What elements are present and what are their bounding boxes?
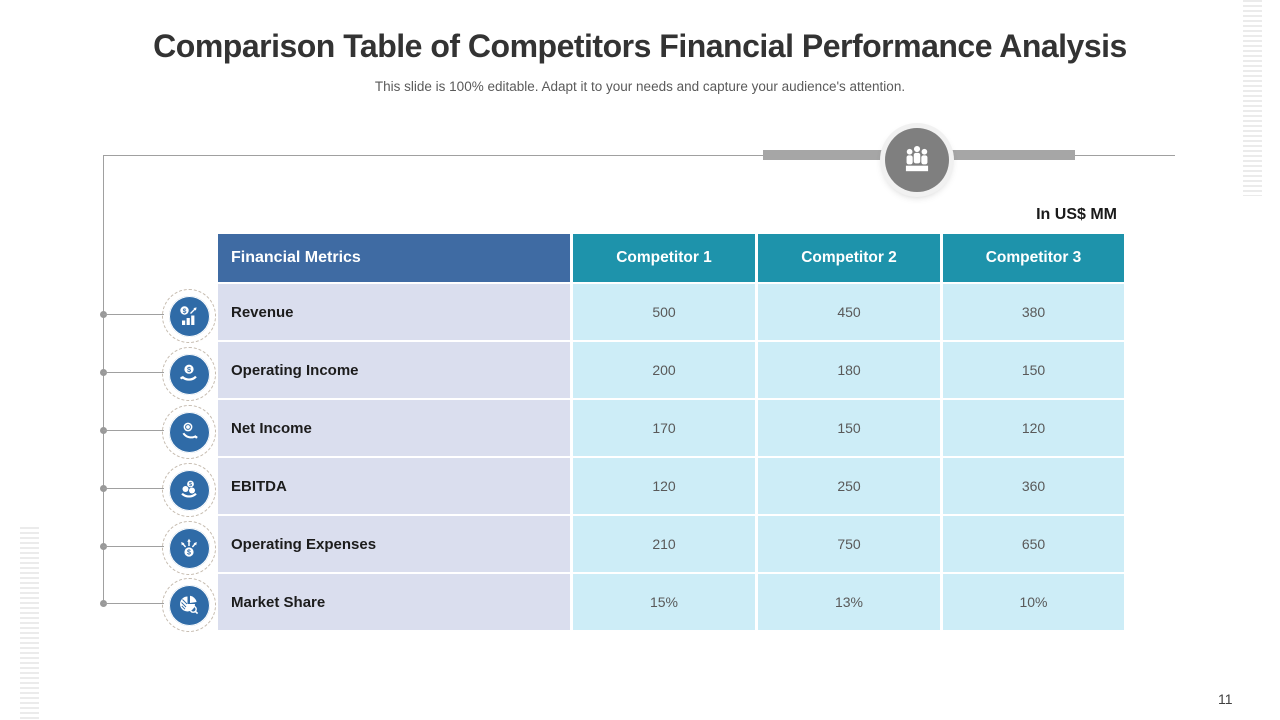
cell-value: 170: [573, 400, 755, 456]
cell-value: 210: [573, 516, 755, 572]
row-label-operating-expenses: Operating Expenses: [218, 516, 570, 572]
header-financial-metrics: Financial Metrics: [218, 234, 570, 282]
header-competitor-2: Competitor 2: [758, 234, 940, 282]
vertical-rail-line: [103, 155, 104, 604]
cell-value: 750: [758, 516, 940, 572]
cell-value: 500: [573, 284, 755, 340]
cell-value: 120: [573, 458, 755, 514]
page-number: 11: [1218, 691, 1233, 707]
unit-label: In US$ MM: [1036, 206, 1117, 223]
cell-value: 150: [943, 342, 1124, 398]
row-label-net-income: Net Income: [218, 400, 570, 456]
horizontal-connector-line: [103, 155, 1175, 156]
podium-people-icon: [885, 128, 949, 192]
hand-coins-icon: $: [162, 463, 216, 517]
cell-value: 650: [943, 516, 1124, 572]
header-competitor-1: Competitor 1: [573, 234, 755, 282]
rail-connector: [103, 546, 164, 547]
svg-text:$: $: [187, 550, 191, 557]
decor-stripes-bottom-left: [20, 527, 39, 720]
rail-connector: [103, 430, 164, 431]
cell-value: 120: [943, 400, 1124, 456]
cell-value: 200: [573, 342, 755, 398]
header-competitor-3: Competitor 3: [943, 234, 1124, 282]
cell-value: 250: [758, 458, 940, 514]
svg-text:$: $: [189, 482, 192, 488]
hand-dollar-icon: $: [162, 347, 216, 401]
cell-value: 150: [758, 400, 940, 456]
cell-value: 380: [943, 284, 1124, 340]
pie-magnifier-icon: [162, 578, 216, 632]
cell-value: 450: [758, 284, 940, 340]
svg-text:$: $: [187, 365, 191, 374]
cell-value: 13%: [758, 574, 940, 630]
comparison-table: Financial Metrics Competitor 1 Competito…: [218, 234, 1124, 630]
row-label-revenue: Revenue: [218, 284, 570, 340]
cell-value: 360: [943, 458, 1124, 514]
svg-text:$: $: [183, 308, 187, 315]
decor-stripes-top-right: [1243, 0, 1262, 196]
row-label-ebitda: EBITDA: [218, 458, 570, 514]
page-title: Comparison Table of Competitors Financia…: [153, 28, 1127, 64]
coin-hand-icon: [162, 405, 216, 459]
cell-value: 15%: [573, 574, 755, 630]
cell-value: 10%: [943, 574, 1124, 630]
revenue-growth-icon: $: [162, 289, 216, 343]
rail-connector: [103, 314, 164, 315]
rail-connector: [103, 372, 164, 373]
row-label-market-share: Market Share: [218, 574, 570, 630]
page-subtitle: This slide is 100% editable. Adapt it to…: [374, 79, 906, 94]
rail-connector: [103, 603, 164, 604]
dollar-arrows-icon: $: [162, 521, 216, 575]
row-label-operating-income: Operating Income: [218, 342, 570, 398]
cell-value: 180: [758, 342, 940, 398]
rail-connector: [103, 488, 164, 489]
